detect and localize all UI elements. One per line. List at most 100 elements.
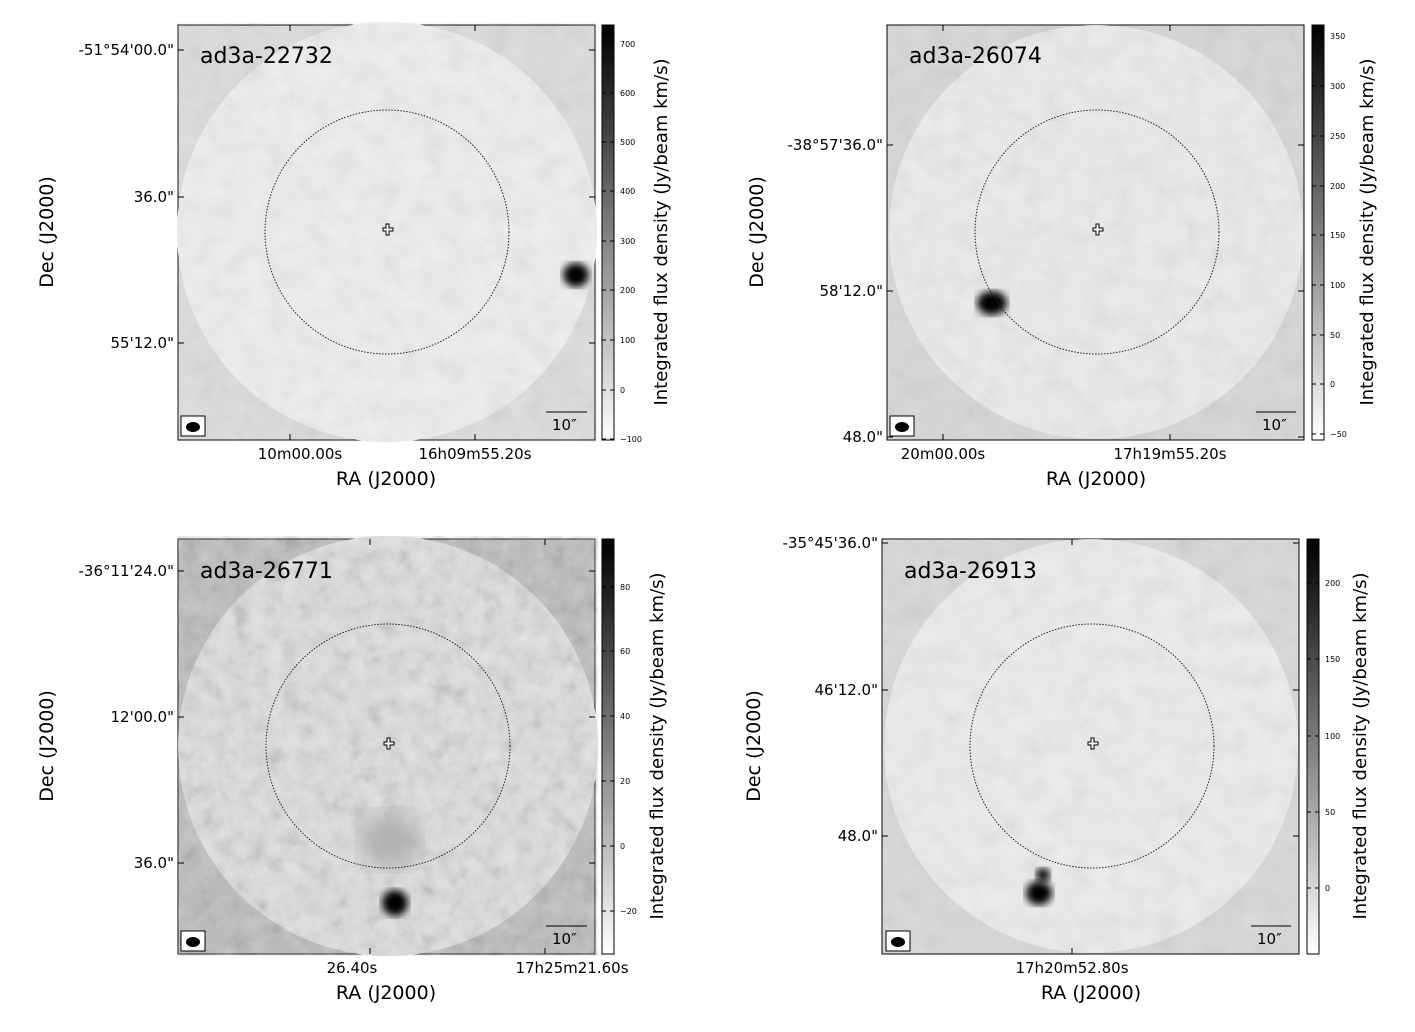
panel-1-cb-tick-2: 600 — [620, 89, 635, 98]
panel-4-colorbar — [1306, 538, 1320, 955]
panel-1-beam-ellipse — [186, 422, 200, 432]
panel-2-colorbar-ticks — [1312, 35, 1324, 435]
panel-4-aperture-circle — [969, 623, 1215, 869]
panel-1-emission-blob — [563, 263, 589, 287]
panel-1-cb-tick-8: 0 — [620, 386, 625, 395]
panel-4-dec-tick-3: 48.0" — [838, 827, 878, 845]
panel-4-x-axis-label: RA (J2000) — [1041, 982, 1141, 1004]
panel-2-cb-tick-5: 150 — [1330, 231, 1345, 240]
panel-4-source-name: ad3a-26913 — [904, 559, 1037, 584]
panel-2-dec-tick-3: 48.0" — [843, 428, 883, 446]
panel-4: ad3a-26913 10″ -35°45'36.0" 46'12.0" 48.… — [743, 534, 1371, 1004]
panel-1-dec-tick-3: 55'12.0" — [110, 334, 174, 352]
panel-2-cb-tick-8: 0 — [1330, 380, 1335, 389]
panel-3-colorbar-label: Integrated flux density (Jy/beam km/s) — [647, 572, 668, 919]
panel-1-cb-tick-9: −100 — [620, 435, 642, 444]
panel-3-ra-tick-2: 17h25m21.60s — [515, 959, 628, 977]
panel-3-center-cross — [383, 737, 395, 750]
panel-2-cb-tick-6: 100 — [1330, 281, 1345, 290]
panel-2-cb-tick-2: 300 — [1330, 82, 1345, 91]
panel-3-diffuse-emission — [360, 812, 420, 868]
panel-4-emission-blob-tail — [1036, 868, 1050, 882]
panel-4-cb-tick-1: 200 — [1325, 579, 1340, 588]
panel-1-tick-marks — [178, 25, 595, 440]
panel-3-cb-tick-2: 60 — [620, 647, 630, 656]
panel-3: ad3a-26771 10″ -36°11'24.0" 12'00.0" 36.… — [36, 536, 668, 1004]
panel-4-y-axis-label: Dec (J2000) — [743, 690, 765, 802]
panel-1: ad3a-22732 10″ -51°54'00.0" 36.0" 55'12.… — [36, 22, 672, 490]
panel-4-colorbar-label: Integrated flux density (Jy/beam km/s) — [1350, 572, 1371, 919]
panel-2: ad3a-26074 10″ -38°57'36.0" 58'12.0" 48.… — [746, 24, 1378, 490]
panel-1-cb-tick-3: 500 — [620, 138, 635, 147]
panel-1-cb-tick-6: 200 — [620, 286, 635, 295]
panel-1-dec-tick-2: 36.0" — [134, 188, 174, 206]
panel-4-scalebar-label: 10″ — [1257, 930, 1282, 948]
panel-2-cb-tick-7: 50 — [1330, 331, 1340, 340]
panel-4-cb-tick-3: 100 — [1325, 732, 1340, 741]
panel-4-cb-tick-5: 0 — [1325, 884, 1330, 893]
panel-1-ra-tick-2: 16h09m55.20s — [418, 445, 531, 463]
panel-4-dec-tick-1: -35°45'36.0" — [782, 534, 878, 552]
panel-2-cb-tick-1: 350 — [1330, 32, 1345, 41]
panel-4-colorbar-ticks — [1307, 582, 1319, 889]
panel-3-dec-tick-2: 12'00.0" — [110, 708, 174, 726]
panel-3-colorbar-ticks — [602, 586, 614, 912]
panel-1-y-axis-label: Dec (J2000) — [36, 176, 58, 288]
panel-2-ra-tick-2: 17h19m55.20s — [1113, 445, 1226, 463]
panel-2-cb-tick-3: 250 — [1330, 132, 1345, 141]
panel-3-cb-tick-6: −20 — [620, 907, 637, 916]
panel-3-y-axis-label: Dec (J2000) — [36, 690, 58, 802]
panel-2-y-axis-label: Dec (J2000) — [746, 176, 768, 288]
panel-1-dec-tick-1: -51°54'00.0" — [78, 41, 174, 59]
panel-2-x-axis-label: RA (J2000) — [1046, 468, 1146, 490]
panel-1-colorbar-ticks — [602, 43, 614, 440]
panel-3-cb-tick-4: 20 — [620, 777, 630, 786]
panel-2-cb-tick-9: −50 — [1330, 430, 1347, 439]
panel-4-emission-blob — [1026, 881, 1052, 905]
panel-4-dec-tick-2: 46'12.0" — [814, 681, 878, 699]
panel-4-cb-tick-2: 150 — [1325, 655, 1340, 664]
panel-4-beam-ellipse — [891, 937, 905, 947]
panel-1-aperture-circle — [264, 109, 510, 355]
panel-3-x-axis-label: RA (J2000) — [336, 982, 436, 1004]
panel-3-source-name: ad3a-26771 — [200, 559, 333, 584]
panel-3-emission-blob — [382, 890, 408, 916]
panel-1-cb-tick-4: 400 — [620, 187, 635, 196]
panel-2-colorbar — [1311, 24, 1325, 441]
panel-2-cb-tick-4: 200 — [1330, 182, 1345, 191]
panel-1-cb-tick-7: 100 — [620, 336, 635, 345]
panel-4-tick-marks — [882, 539, 1299, 954]
panel-4-cb-tick-4: 50 — [1325, 808, 1335, 817]
panel-1-center-cross — [382, 223, 394, 236]
panel-2-center-cross — [1092, 223, 1104, 236]
panel-2-dec-tick-2: 58'12.0" — [819, 282, 883, 300]
panel-2-colorbar-label: Integrated flux density (Jy/beam km/s) — [1357, 58, 1378, 405]
panel-3-cb-tick-5: 0 — [620, 842, 625, 851]
panel-2-ra-tick-1: 20m00.00s — [901, 445, 986, 463]
panel-2-scalebar-label: 10″ — [1262, 416, 1287, 434]
panel-2-emission-blob — [977, 291, 1007, 315]
panel-3-dec-tick-1: -36°11'24.0" — [78, 562, 174, 580]
panel-1-cb-tick-1: 700 — [620, 40, 635, 49]
panel-1-source-name: ad3a-22732 — [200, 44, 333, 69]
panel-3-tick-marks — [178, 539, 595, 954]
panel-4-ra-tick-1: 17h20m52.80s — [1015, 959, 1128, 977]
panel-3-beam-ellipse — [186, 937, 200, 947]
panel-3-scalebar-label: 10″ — [552, 930, 577, 948]
panel-3-colorbar — [601, 538, 615, 955]
panel-4-center-cross — [1087, 737, 1099, 750]
panel-2-dec-tick-1: -38°57'36.0" — [787, 136, 883, 154]
panel-2-beam-ellipse — [895, 422, 909, 432]
panel-2-source-name: ad3a-26074 — [909, 44, 1042, 69]
panel-1-ra-tick-1: 10m00.00s — [258, 445, 343, 463]
panel-3-cb-tick-3: 40 — [620, 712, 630, 721]
panel-2-tick-marks — [887, 25, 1304, 440]
panel-1-cb-tick-5: 300 — [620, 237, 635, 246]
panel-3-cb-tick-1: 80 — [620, 583, 630, 592]
panel-1-colorbar — [601, 24, 615, 441]
panel-1-x-axis-label: RA (J2000) — [336, 468, 436, 490]
panel-3-dec-tick-3: 36.0" — [134, 854, 174, 872]
panel-2-aperture-circle — [974, 109, 1220, 355]
panel-1-scalebar-label: 10″ — [552, 416, 577, 434]
